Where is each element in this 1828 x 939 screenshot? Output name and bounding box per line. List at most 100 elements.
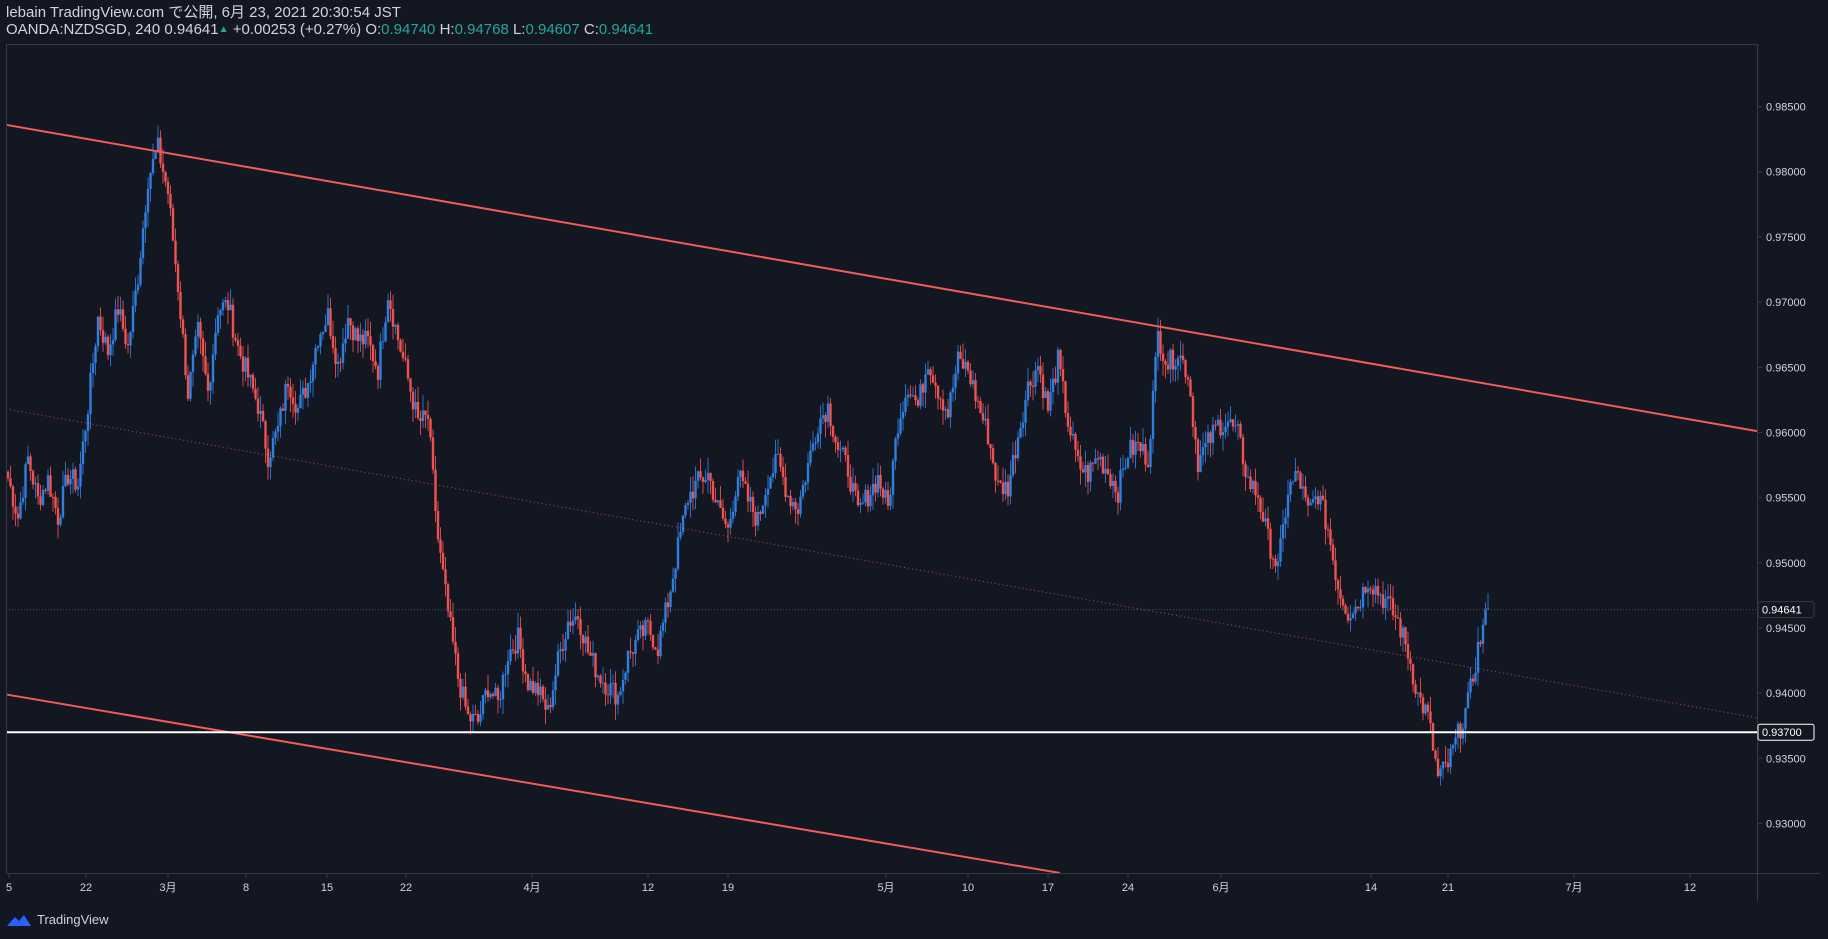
channel-mid-line[interactable] [5, 408, 1758, 719]
candle-body [61, 485, 65, 518]
candle-body [1171, 349, 1175, 370]
candle-body [486, 690, 490, 698]
candle-body [499, 699, 502, 701]
candle-body [979, 401, 982, 414]
candle-body [506, 661, 510, 675]
y-tick-label: 0.96000 [1766, 427, 1806, 439]
candle-body [559, 649, 562, 652]
candle-body [721, 507, 725, 519]
candle-body [844, 447, 847, 455]
candle-body [1031, 385, 1035, 387]
candle-body [851, 483, 855, 492]
candle-body [41, 489, 45, 505]
candle-body [1311, 499, 1315, 503]
current-price-tag-bg [1757, 601, 1815, 619]
x-tick-label: 5月 [877, 882, 894, 894]
candle-body [206, 373, 210, 391]
candle-body [286, 383, 290, 387]
candle-body [1411, 663, 1415, 685]
candle-body [924, 374, 927, 393]
candle-body [1001, 482, 1005, 495]
candle-body [181, 319, 185, 335]
symbol-name[interactable]: OANDA:NZDSGD, 240 [6, 21, 161, 38]
candle-body [596, 675, 600, 678]
candle-body [399, 340, 402, 352]
candle-body [1024, 400, 1027, 423]
candle-body [1156, 331, 1160, 357]
candle-body [1459, 723, 1462, 739]
candle-body [1329, 529, 1332, 545]
candle-body [921, 384, 925, 393]
candle-body [999, 480, 1002, 483]
candle-body [436, 510, 440, 540]
candle-body [481, 695, 485, 715]
candle-body [1046, 391, 1050, 411]
channel-upper-line[interactable] [5, 123, 1758, 433]
candle-body [16, 513, 20, 519]
candle-body [916, 400, 920, 406]
time-axis[interactable]: 5 22 3月 8 15 22 4月 12 19 5月 10 17 24 6月 14 21 7月 12 [6, 873, 1696, 894]
candle-body [879, 474, 882, 489]
candle-body [544, 699, 547, 710]
candle-body [691, 491, 695, 499]
candle-body [1079, 456, 1082, 470]
candle-body [676, 537, 680, 569]
candle-body [66, 474, 70, 485]
candle-body [934, 382, 937, 386]
candle-body [379, 341, 382, 380]
candle-body [741, 470, 745, 482]
candle-body [191, 354, 195, 372]
candle-body [994, 462, 997, 481]
drawing-lines[interactable] [5, 123, 1758, 874]
candle-body [269, 457, 272, 468]
candle-body [1426, 704, 1430, 712]
candle-body [434, 469, 437, 511]
candle-body [1349, 618, 1352, 621]
candle-body [484, 690, 487, 696]
candle-body [39, 496, 42, 505]
candle-body [869, 495, 872, 507]
candle-body [601, 682, 605, 684]
candle-body [1259, 497, 1262, 512]
candle-body [331, 336, 335, 348]
tradingview-logo[interactable]: TradingView [6, 911, 109, 927]
candle-body [706, 472, 710, 480]
candle-body [509, 649, 512, 662]
candle-body [646, 620, 650, 622]
candle-body [1199, 455, 1202, 473]
candle-body [46, 475, 50, 491]
candle-body [699, 471, 702, 478]
candle-body [364, 330, 367, 345]
high-label: H: [439, 21, 455, 38]
candle-body [1016, 437, 1020, 459]
x-tick-label: 3月 [159, 882, 176, 894]
candle-body [641, 625, 645, 636]
candle-body [1141, 443, 1145, 452]
candle-body [1291, 481, 1295, 483]
candle-body [1214, 424, 1217, 426]
candle-body [1344, 605, 1347, 614]
tradingview-cloud-icon [7, 915, 31, 926]
candle-body [996, 480, 1000, 482]
price-axis[interactable]: 0.98500 0.98000 0.97500 0.97000 0.96500 0.960… [1757, 102, 1806, 831]
candle-body [1464, 708, 1467, 729]
candle-body [319, 334, 322, 347]
candle-body [729, 518, 732, 528]
candle-body [581, 635, 585, 644]
candle-body [791, 501, 795, 507]
x-tick-label: 22 [80, 882, 92, 894]
candle-body [1071, 433, 1075, 436]
candle-body [444, 569, 447, 585]
support-price-tag-bg [1757, 723, 1815, 741]
support-price-tag-label: 0.93700 [1762, 727, 1802, 739]
channel-lower-line[interactable] [5, 693, 1061, 874]
candle-body [956, 351, 960, 374]
candle-body [1076, 449, 1080, 457]
y-tick-label: 0.96500 [1766, 362, 1806, 374]
candle-body [654, 647, 657, 650]
candle-body [754, 512, 757, 526]
candle-body [1324, 499, 1327, 530]
low-value: 0.94607 [525, 21, 580, 38]
candle-body [564, 639, 567, 651]
